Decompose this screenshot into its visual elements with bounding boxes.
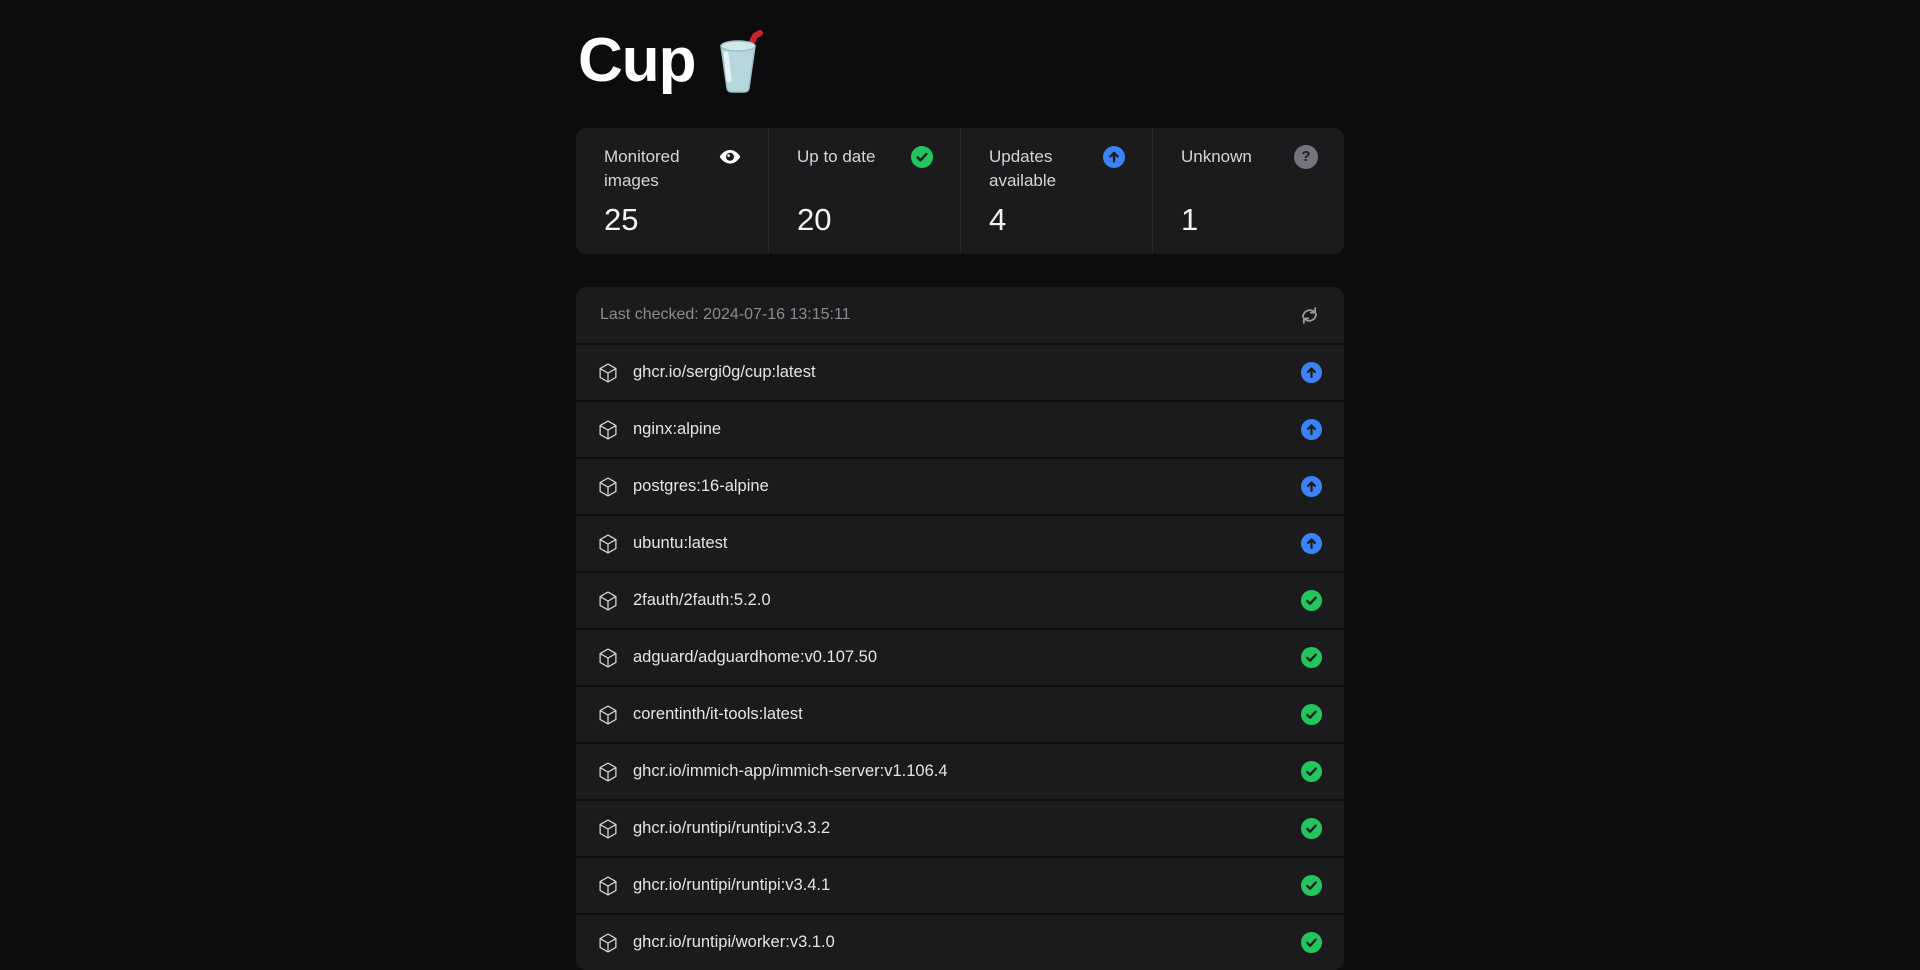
image-name: ghcr.io/immich-app/immich-server:v1.106.… <box>633 762 948 781</box>
package-icon <box>597 704 619 726</box>
image-row[interactable]: ubuntu:latest <box>576 514 1344 571</box>
image-name: ghcr.io/sergi0g/cup:latest <box>633 363 816 382</box>
last-checked-text: Last checked: 2024-07-16 13:15:11 <box>600 306 851 324</box>
image-row[interactable]: nginx:alpine <box>576 400 1344 457</box>
question-circle-icon: ? <box>1294 145 1318 170</box>
image-row[interactable]: adguard/adguardhome:v0.107.50 <box>576 628 1344 685</box>
arrow-up-circle-icon <box>1300 361 1323 384</box>
package-icon <box>597 533 619 555</box>
check-circle-icon <box>1300 760 1323 783</box>
image-name: corentinth/it-tools:latest <box>633 705 803 724</box>
check-circle-icon <box>1300 817 1323 840</box>
arrow-up-circle-icon <box>1300 418 1323 441</box>
package-icon <box>597 647 619 669</box>
arrow-up-circle-icon <box>1300 532 1323 555</box>
package-icon <box>597 875 619 897</box>
stat-unknown: Unknown ? 1 <box>1152 128 1344 255</box>
stat-label: Monitored images <box>604 147 680 190</box>
stat-value-monitored: 25 <box>604 202 639 238</box>
package-icon <box>597 818 619 840</box>
stat-value-up-to-date: 20 <box>797 202 832 238</box>
stat-value-updates: 4 <box>989 202 1007 238</box>
package-icon <box>597 590 619 612</box>
check-circle-icon <box>1300 703 1323 726</box>
content-column: Cup Monitored images 25 <box>576 0 1344 970</box>
image-row[interactable]: postgres:16-alpine <box>576 457 1344 514</box>
image-row[interactable]: ghcr.io/runtipi/runtipi:v3.4.1 <box>576 856 1344 913</box>
stat-label: Up to date <box>797 147 876 167</box>
stats-card: Monitored images 25 Up to date <box>576 128 1344 255</box>
check-circle-icon <box>1300 589 1323 612</box>
check-circle-icon <box>1300 646 1323 669</box>
package-icon <box>597 761 619 783</box>
image-row[interactable]: ghcr.io/runtipi/worker:v3.1.0 <box>576 913 1344 970</box>
package-icon <box>597 932 619 954</box>
stat-label: Updates available <box>989 147 1057 190</box>
refresh-icon[interactable] <box>1296 302 1323 329</box>
cup-with-straw-emoji <box>719 30 763 93</box>
image-name: nginx:alpine <box>633 420 722 439</box>
stat-value-unknown: 1 <box>1181 202 1199 238</box>
image-name: 2fauth/2fauth:5.2.0 <box>633 591 771 610</box>
image-list-card: Last checked: 2024-07-16 13:15:11 <box>576 287 1344 970</box>
image-row[interactable]: corentinth/it-tools:latest <box>576 685 1344 742</box>
stat-updates-available: Updates available 4 <box>960 128 1152 255</box>
stat-label: Unknown <box>1181 147 1252 167</box>
stat-monitored-images: Monitored images 25 <box>576 128 768 254</box>
arrow-up-circle-icon <box>1102 145 1126 169</box>
image-row[interactable]: ghcr.io/immich-app/immich-server:v1.106.… <box>576 742 1344 799</box>
check-circle-icon <box>910 145 934 169</box>
check-circle-icon <box>1300 874 1323 897</box>
package-icon <box>597 476 619 498</box>
image-name: ghcr.io/runtipi/worker:v3.1.0 <box>633 933 835 952</box>
package-icon <box>597 362 619 384</box>
image-row[interactable]: ghcr.io/sergi0g/cup:latest <box>576 343 1344 400</box>
arrow-up-circle-icon <box>1300 475 1323 498</box>
stat-up-to-date: Up to date 20 <box>768 128 960 255</box>
package-icon <box>597 419 619 441</box>
check-circle-icon <box>1300 931 1323 954</box>
eye-icon <box>718 145 742 169</box>
image-name: postgres:16-alpine <box>633 477 769 496</box>
app-title-text: Cup <box>578 26 697 95</box>
page-title: Cup <box>578 24 1344 98</box>
image-row[interactable]: 2fauth/2fauth:5.2.0 <box>576 571 1344 628</box>
image-name: ghcr.io/runtipi/runtipi:v3.3.2 <box>633 819 831 838</box>
image-name: ghcr.io/runtipi/runtipi:v3.4.1 <box>633 876 831 895</box>
image-row[interactable]: ghcr.io/runtipi/runtipi:v3.3.2 <box>576 799 1344 856</box>
image-name: adguard/adguardhome:v0.107.50 <box>633 648 878 667</box>
image-rows: ghcr.io/sergi0g/cup:latest <box>576 343 1344 970</box>
image-name: ubuntu:latest <box>633 534 728 553</box>
list-header: Last checked: 2024-07-16 13:15:11 <box>576 287 1344 343</box>
